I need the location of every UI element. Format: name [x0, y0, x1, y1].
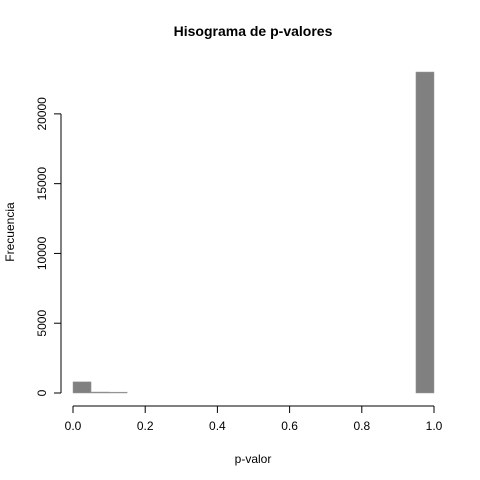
y-tick-label: 15000	[35, 167, 49, 201]
y-tick-label: 0	[35, 389, 49, 396]
bar	[90, 391, 110, 394]
bar	[415, 71, 435, 394]
x-tick-label: 0.0	[65, 419, 82, 433]
y-tick-label: 10000	[35, 236, 49, 270]
x-axis-label: p-valor	[235, 452, 272, 466]
x-tick-label: 1.0	[426, 419, 443, 433]
x-tick-label: 0.2	[137, 419, 154, 433]
x-tick-label: 0.6	[281, 419, 298, 433]
chart-title: Hisograma de p-valores	[174, 23, 333, 39]
bar	[108, 391, 128, 394]
y-tick-label: 20000	[35, 97, 49, 131]
x-tick-label: 0.4	[209, 419, 226, 433]
bar	[72, 381, 92, 394]
y-axis-label: Frecuencia	[3, 202, 17, 262]
y-tick-label: 5000	[35, 310, 49, 337]
x-tick-label: 0.8	[353, 419, 370, 433]
